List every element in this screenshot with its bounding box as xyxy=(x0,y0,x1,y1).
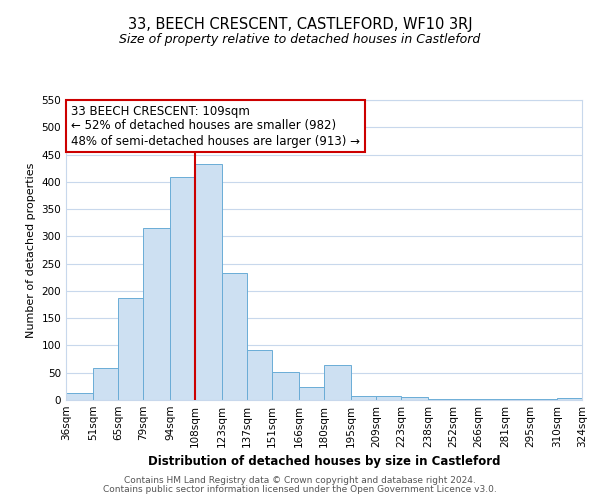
Text: Contains HM Land Registry data © Crown copyright and database right 2024.: Contains HM Land Registry data © Crown c… xyxy=(124,476,476,485)
Bar xyxy=(272,372,299,400)
Bar xyxy=(351,396,376,400)
Bar xyxy=(505,399,530,400)
Bar xyxy=(324,364,351,400)
Bar xyxy=(428,399,453,400)
Text: 33, BEECH CRESCENT, CASTLEFORD, WF10 3RJ: 33, BEECH CRESCENT, CASTLEFORD, WF10 3RJ xyxy=(128,18,472,32)
Bar xyxy=(170,178,195,400)
Text: Contains public sector information licensed under the Open Government Licence v3: Contains public sector information licen… xyxy=(103,485,497,494)
Text: 33 BEECH CRESCENT: 109sqm
← 52% of detached houses are smaller (982)
48% of semi: 33 BEECH CRESCENT: 109sqm ← 52% of detac… xyxy=(71,104,360,148)
Bar xyxy=(222,274,247,400)
Bar xyxy=(478,399,505,400)
Bar xyxy=(247,350,272,400)
Bar xyxy=(401,398,428,400)
Bar xyxy=(453,399,478,400)
Bar xyxy=(118,298,143,400)
Text: Size of property relative to detached houses in Castleford: Size of property relative to detached ho… xyxy=(119,32,481,46)
Bar xyxy=(299,387,324,400)
Bar xyxy=(530,399,557,400)
Bar xyxy=(66,394,93,400)
Y-axis label: Number of detached properties: Number of detached properties xyxy=(26,162,36,338)
Bar xyxy=(376,396,401,400)
Bar xyxy=(195,164,222,400)
Bar xyxy=(93,368,118,400)
Bar xyxy=(143,228,170,400)
X-axis label: Distribution of detached houses by size in Castleford: Distribution of detached houses by size … xyxy=(148,456,500,468)
Bar xyxy=(557,398,582,400)
